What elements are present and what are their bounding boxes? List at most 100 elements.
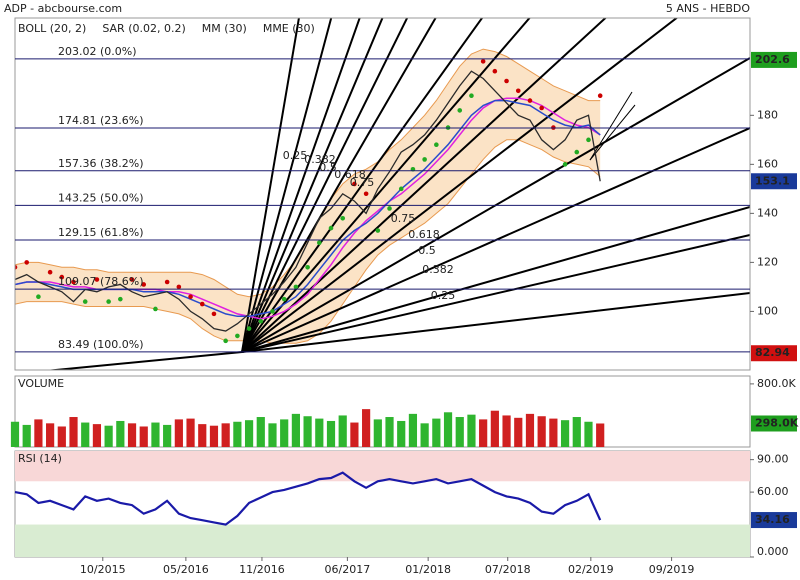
- volume-bar: [397, 420, 406, 447]
- volume-bar: [81, 422, 90, 447]
- fan-line: [241, 234, 750, 353]
- volume-bar: [244, 420, 254, 447]
- fibonacci-label: 143.25 (50.0%): [58, 191, 144, 204]
- legend-entry: SAR (0.02, 0.2): [102, 22, 185, 35]
- volume-bar: [443, 412, 453, 447]
- fan-label: 0.5: [418, 244, 436, 257]
- volume-bar: [596, 423, 605, 447]
- panel-frame: [14, 17, 751, 371]
- last-rsi-label-box: [751, 512, 797, 529]
- sar-dot: [504, 78, 509, 84]
- sar-dot: [47, 269, 53, 275]
- sar-dot: [211, 311, 217, 317]
- last-price-label-box: [751, 173, 797, 190]
- volume-bar: [572, 417, 581, 447]
- legend-entry: MM (30): [202, 22, 247, 35]
- sar-dot: [15, 264, 18, 270]
- sar-dot: [586, 137, 591, 143]
- marker-label-box: [751, 51, 797, 68]
- fan-line: [241, 206, 750, 353]
- panel-frame: [14, 375, 751, 448]
- sar-dot: [422, 157, 427, 162]
- fibonacci-label: 203.02 (0.0%): [58, 45, 137, 58]
- volume-bar: [338, 415, 347, 447]
- sar-dot: [597, 93, 603, 99]
- fan-label: 0.382: [304, 153, 336, 166]
- volume-bar: [490, 410, 499, 447]
- volume-bar: [233, 421, 242, 447]
- sar-dot: [480, 59, 486, 64]
- price-line: [15, 70, 601, 332]
- y-tick-label: 60.00: [757, 485, 789, 498]
- sar-dot: [469, 93, 474, 99]
- sar-dot: [398, 186, 404, 192]
- last-price-label: 153.1: [755, 174, 790, 187]
- y-tick-label: 180: [757, 108, 778, 121]
- volume-bar: [127, 423, 137, 447]
- volume-bar: [116, 420, 125, 447]
- sar-dot: [36, 294, 41, 300]
- volume-bar: [502, 415, 511, 447]
- sar-dot: [539, 105, 544, 111]
- volume-bar: [549, 418, 558, 447]
- last-rsi-label: 34.16: [755, 513, 790, 526]
- last-volume-box: [751, 415, 797, 432]
- sar-dot: [223, 338, 228, 344]
- sar-dot: [527, 98, 533, 103]
- sar-dot: [164, 279, 170, 285]
- sar-dot: [82, 299, 88, 304]
- sar-dot: [141, 282, 147, 287]
- volume-bar: [420, 423, 429, 447]
- sar-dot: [235, 333, 240, 339]
- sar-dot: [270, 309, 275, 314]
- volume-bar: [373, 419, 382, 447]
- sar-dot: [59, 274, 65, 280]
- fibonacci-label: 174.81 (23.6%): [58, 114, 144, 127]
- fan-label: 0.75: [391, 212, 416, 225]
- fan-line: [45, 351, 243, 370]
- volume-bar: [584, 421, 593, 447]
- oversold-zone: [15, 524, 750, 557]
- sar-dot: [375, 228, 381, 233]
- volume-bar: [139, 426, 148, 447]
- marker-label: 82.94: [755, 346, 790, 359]
- marker-label-box: [751, 345, 797, 362]
- volume-bar: [34, 419, 43, 447]
- volume-bar: [560, 420, 570, 447]
- volume-bar: [151, 422, 160, 447]
- fan-label: 0.25: [283, 149, 308, 162]
- sar-dot: [387, 206, 392, 211]
- volume-bar: [408, 413, 418, 447]
- sar-dot: [457, 108, 463, 113]
- volume-bar: [525, 413, 535, 447]
- volume-bar: [10, 421, 20, 447]
- volume-bar: [455, 417, 464, 447]
- volume-bar: [280, 419, 289, 447]
- volume-bar: [479, 419, 488, 447]
- sar-dot: [305, 264, 310, 270]
- fan-label: 0.25: [431, 289, 456, 302]
- y-tick-label: 120: [757, 255, 778, 268]
- volume-bar: [221, 423, 230, 447]
- last-volume-label: 298.0K: [755, 416, 799, 429]
- fan-line: [589, 104, 636, 161]
- volume-bar: [385, 417, 394, 447]
- bollinger-band: [15, 49, 601, 344]
- sar-dot: [188, 294, 193, 300]
- volume-bar: [174, 419, 183, 447]
- volume-bar: [350, 422, 359, 447]
- volume-bar: [303, 416, 312, 447]
- volume-bar: [291, 413, 300, 447]
- sar-dot: [316, 240, 322, 246]
- volume-bar: [537, 416, 546, 447]
- volume-bar: [92, 424, 102, 447]
- panel-title: VOLUME: [18, 377, 64, 390]
- overbought-zone: [15, 451, 750, 482]
- sar-dot: [293, 284, 299, 290]
- y-tick-label: 800.0K: [757, 377, 796, 390]
- sar-dot: [562, 162, 568, 167]
- volume-bar: [315, 418, 324, 447]
- sar-dot: [129, 277, 135, 282]
- sar-dot: [328, 225, 334, 231]
